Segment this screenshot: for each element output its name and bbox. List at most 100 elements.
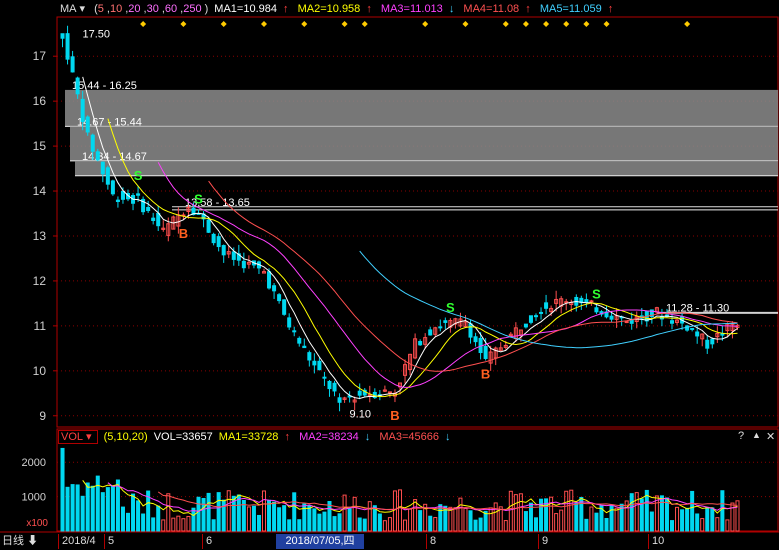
- up-arrow-icon: ↑: [366, 3, 372, 15]
- vol-ma2-value: MA2=38234 ↓: [299, 431, 371, 443]
- candle-body: [75, 77, 80, 95]
- volume-bar: [448, 506, 453, 532]
- volume-bar: [493, 502, 498, 532]
- volume-bar: [428, 515, 433, 532]
- main-indicator-header: MA ▾ (5,10,20,30,60,250) MA1=10.984 ↑ MA2…: [60, 1, 619, 17]
- candle-body: [730, 323, 735, 332]
- candle-body: [413, 338, 418, 359]
- help-button[interactable]: ?: [738, 430, 745, 442]
- candle-body: [236, 253, 241, 261]
- sell-signal: S: [446, 300, 455, 315]
- candle-body: [624, 321, 629, 324]
- volume-bar: [624, 500, 629, 532]
- vol-indicator-selector[interactable]: VOL ▾: [58, 430, 98, 444]
- volume-bar: [317, 513, 322, 532]
- volume-bar: [70, 484, 75, 532]
- volume-bar: [403, 519, 408, 532]
- date-axis-label: 10: [648, 534, 664, 549]
- event-diamond-icon: [422, 21, 429, 27]
- volume-bar: [528, 502, 533, 532]
- volume-panel-frame: [56, 428, 779, 532]
- event-diamond-icon: [522, 21, 529, 27]
- volume-bar: [272, 501, 277, 532]
- volume-bar: [131, 493, 136, 532]
- vol-ma3-value: MA3=45666 ↓: [379, 431, 451, 443]
- candle-body: [453, 318, 458, 325]
- up-arrow-icon: ↑: [283, 3, 289, 15]
- candle-body: [715, 332, 720, 338]
- volume-ma-line: [82, 480, 738, 517]
- volume-bar: [539, 498, 544, 532]
- price-ma-line: [359, 250, 738, 349]
- ma2-value: MA2=10.958 ↑: [297, 3, 372, 15]
- down-arrow-icon: ↓: [448, 3, 455, 15]
- candle-body: [156, 212, 161, 227]
- candle-body: [609, 315, 614, 320]
- vol-indicator-header: VOL ▾ (5,10,20) VOL=33657 MA1=33728 ↑ MA2…: [58, 429, 457, 445]
- candle-body: [690, 327, 695, 330]
- price-tick-label: 11: [34, 319, 47, 333]
- candle-body: [216, 236, 221, 248]
- close-icon[interactable]: ✕: [766, 431, 776, 443]
- candle-body: [357, 390, 362, 396]
- volume-bar: [277, 507, 282, 532]
- candle-body: [488, 351, 493, 364]
- candle-body: [463, 321, 468, 328]
- down-arrow-icon: ↓: [445, 431, 451, 443]
- volume-bar: [166, 493, 171, 532]
- volume-bar: [347, 508, 352, 532]
- price-tick-label: 16: [33, 94, 47, 108]
- event-diamond-icon: [301, 21, 308, 27]
- volume-bar: [579, 496, 584, 532]
- volume-bar: [705, 506, 710, 532]
- candle-body: [282, 299, 287, 315]
- volume-bar: [357, 517, 362, 532]
- buy-signal: B: [481, 367, 490, 382]
- candle-body: [272, 285, 277, 292]
- volume-bar: [231, 495, 236, 532]
- ma-indicator-name: MA: [60, 3, 77, 15]
- volume-bar: [564, 490, 569, 532]
- ma-indicator-selector[interactable]: MA ▾: [60, 3, 88, 15]
- candle-body: [312, 360, 317, 366]
- candle-body: [206, 219, 211, 233]
- candle-body: [438, 326, 443, 329]
- ma5-value: MA5=11.059 ↑: [539, 3, 614, 15]
- volume-bar: [146, 490, 151, 532]
- volume-bar: [408, 508, 413, 532]
- resistance-zone: [70, 126, 778, 161]
- sell-signal: S: [592, 287, 601, 302]
- candle-body: [720, 333, 725, 336]
- ma3-value: MA3=11.013 ↓: [380, 3, 455, 15]
- volume-bar: [322, 511, 327, 532]
- price-tick-label: 9: [39, 409, 46, 423]
- date-axis-label: 2018/4: [58, 534, 96, 549]
- volume-bar: [483, 510, 488, 532]
- volume-bar: [282, 505, 287, 532]
- candle-body: [322, 376, 327, 379]
- event-diamond-icon: [180, 21, 187, 27]
- candle-body: [423, 337, 428, 345]
- volume-bar: [634, 492, 639, 532]
- candle-body: [589, 300, 594, 303]
- candle-body: [226, 251, 231, 255]
- candle-body: [80, 98, 85, 122]
- volume-bar: [156, 505, 161, 532]
- event-diamond-icon: [140, 21, 147, 27]
- volume-bar: [115, 479, 120, 532]
- candle-body: [403, 364, 408, 376]
- candle-body: [307, 352, 312, 361]
- event-diamond-icon: [220, 21, 227, 27]
- collapse-icon[interactable]: ▲: [752, 430, 761, 440]
- resistance-zone: [65, 89, 778, 127]
- volume-bar: [105, 487, 110, 532]
- volume-bar: [342, 494, 347, 532]
- period-label: 日线: [2, 535, 24, 547]
- volume-bar: [503, 520, 508, 532]
- volume-ma-line: [157, 491, 738, 511]
- volume-bar: [589, 506, 594, 532]
- volume-bar: [367, 501, 372, 532]
- volume-bar: [125, 512, 131, 532]
- period-selector[interactable]: 日线 ⬇: [2, 534, 38, 549]
